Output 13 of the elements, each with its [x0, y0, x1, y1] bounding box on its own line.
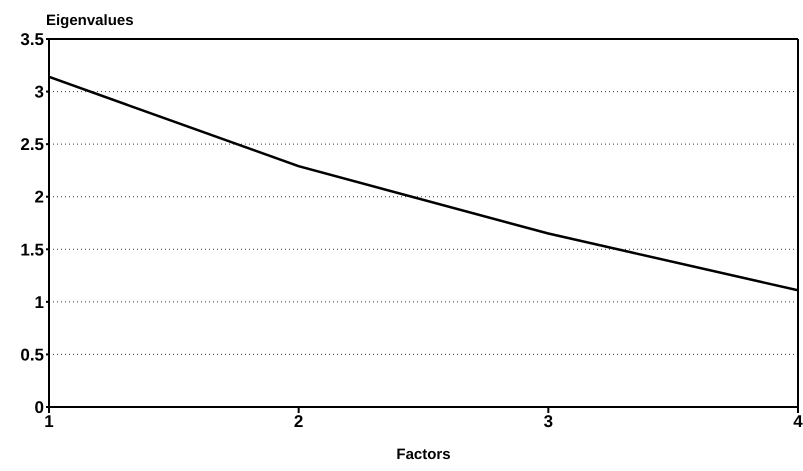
- x-tick-label: 3: [544, 412, 554, 432]
- x-tick-label: 2: [294, 412, 304, 432]
- y-axis-title: Eigenvalues: [46, 12, 134, 29]
- y-tick-label: 1.5: [20, 240, 44, 260]
- y-tick-label: 0.5: [20, 345, 44, 364]
- x-axis-title: Factors: [396, 446, 451, 463]
- y-tick-label: 3.5: [20, 30, 44, 50]
- x-tick-label: 4: [793, 412, 803, 432]
- y-tick-label: 2: [34, 188, 44, 207]
- y-tick-label: 3: [34, 82, 44, 102]
- y-tick-label: 2.5: [20, 135, 44, 154]
- y-tick-label: 1: [34, 292, 44, 312]
- y-tick-label: 0: [34, 398, 44, 418]
